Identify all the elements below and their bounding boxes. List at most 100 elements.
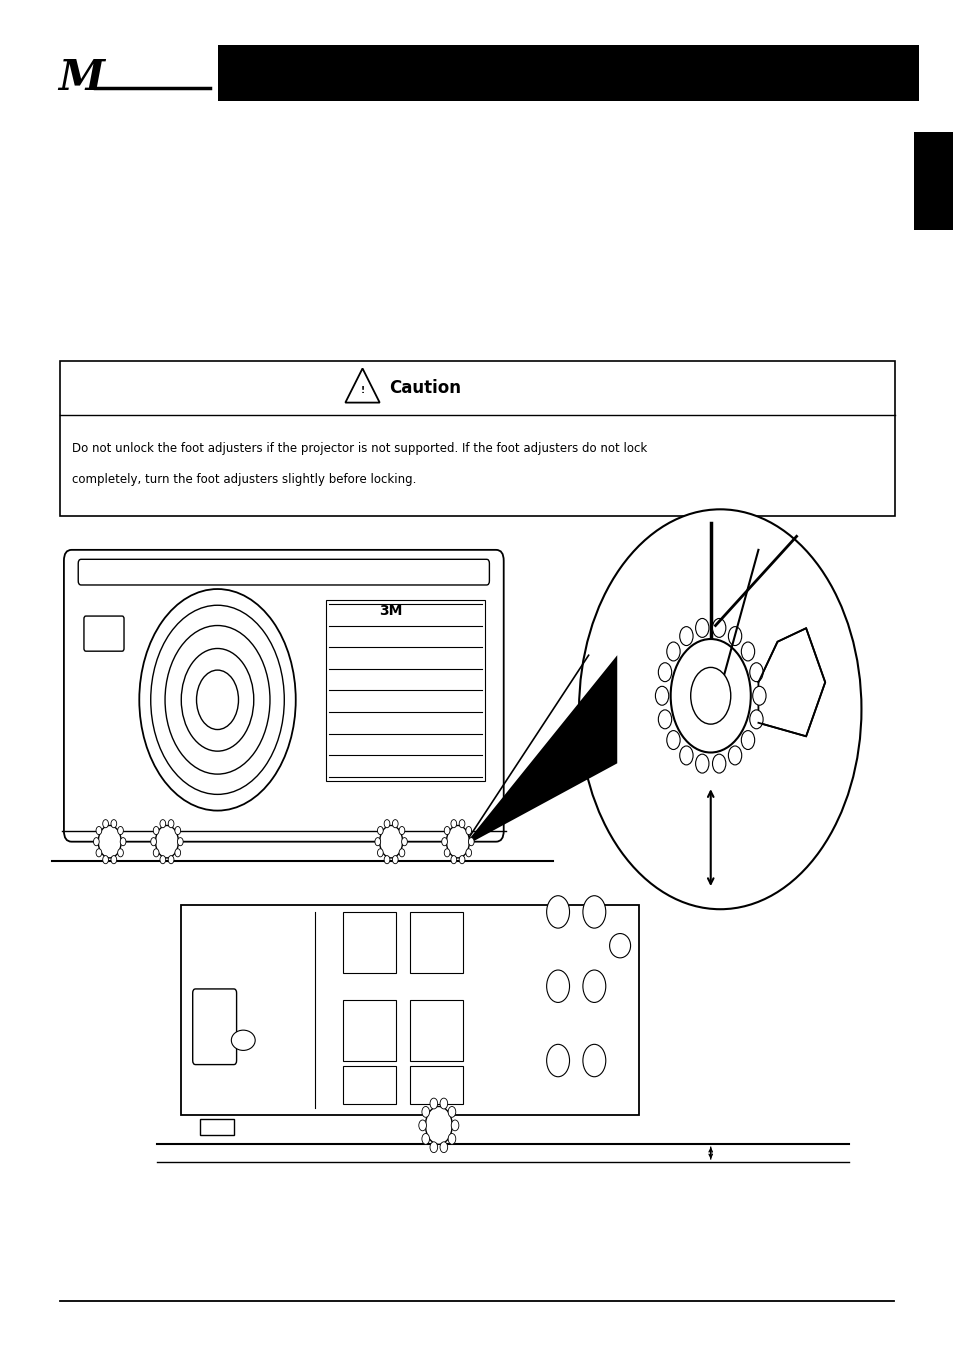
FancyBboxPatch shape [410, 1000, 462, 1061]
Polygon shape [758, 628, 824, 736]
Circle shape [425, 1106, 452, 1144]
Text: M: M [58, 57, 104, 100]
Circle shape [448, 1133, 456, 1144]
Circle shape [174, 827, 180, 835]
Circle shape [658, 663, 671, 682]
Circle shape [120, 838, 126, 846]
Circle shape [98, 825, 121, 858]
Polygon shape [462, 655, 617, 847]
FancyBboxPatch shape [193, 989, 236, 1065]
Circle shape [375, 838, 380, 846]
Circle shape [446, 825, 469, 858]
Circle shape [111, 855, 116, 863]
Circle shape [451, 855, 456, 863]
Text: Caution: Caution [389, 378, 460, 397]
Circle shape [155, 825, 178, 858]
Circle shape [379, 825, 402, 858]
Circle shape [444, 827, 450, 835]
Circle shape [430, 1098, 437, 1109]
FancyBboxPatch shape [410, 912, 462, 973]
Circle shape [666, 731, 679, 750]
Circle shape [752, 686, 765, 705]
Circle shape [582, 1044, 605, 1077]
Ellipse shape [231, 1031, 255, 1051]
Text: Do not unlock the foot adjusters if the projector is not supported. If the foot : Do not unlock the foot adjusters if the … [71, 442, 646, 455]
Circle shape [728, 627, 741, 646]
Circle shape [655, 686, 668, 705]
Circle shape [96, 848, 102, 857]
Circle shape [451, 1120, 458, 1131]
Circle shape [384, 855, 390, 863]
Circle shape [377, 827, 383, 835]
Circle shape [740, 731, 754, 750]
Circle shape [392, 855, 397, 863]
Circle shape [712, 754, 725, 773]
Circle shape [546, 1044, 569, 1077]
Circle shape [392, 820, 397, 828]
Circle shape [398, 827, 404, 835]
FancyBboxPatch shape [410, 1066, 462, 1104]
Circle shape [582, 970, 605, 1002]
Circle shape [384, 820, 390, 828]
Circle shape [444, 848, 450, 857]
Polygon shape [345, 369, 379, 403]
Text: 3M: 3M [379, 604, 402, 617]
Circle shape [174, 848, 180, 857]
FancyBboxPatch shape [84, 616, 124, 651]
FancyBboxPatch shape [343, 1000, 395, 1061]
Circle shape [160, 855, 166, 863]
Circle shape [168, 855, 173, 863]
Circle shape [103, 855, 109, 863]
Circle shape [168, 820, 173, 828]
Circle shape [421, 1106, 429, 1117]
FancyBboxPatch shape [181, 905, 639, 1115]
Circle shape [103, 820, 109, 828]
Circle shape [749, 709, 762, 728]
Circle shape [740, 642, 754, 661]
Circle shape [546, 970, 569, 1002]
Circle shape [441, 838, 447, 846]
Circle shape [712, 619, 725, 638]
Circle shape [468, 838, 474, 846]
Circle shape [177, 838, 183, 846]
Circle shape [153, 827, 159, 835]
Circle shape [448, 1106, 456, 1117]
FancyBboxPatch shape [343, 912, 395, 973]
Circle shape [679, 627, 692, 646]
Circle shape [151, 838, 156, 846]
Circle shape [666, 642, 679, 661]
Circle shape [117, 848, 123, 857]
Circle shape [695, 619, 708, 638]
FancyBboxPatch shape [64, 550, 503, 842]
Circle shape [679, 746, 692, 765]
Circle shape [658, 709, 671, 728]
Circle shape [465, 848, 471, 857]
FancyBboxPatch shape [217, 45, 918, 101]
Circle shape [465, 827, 471, 835]
Circle shape [377, 848, 383, 857]
Circle shape [451, 820, 456, 828]
Circle shape [421, 1133, 429, 1144]
Ellipse shape [578, 509, 861, 909]
Circle shape [728, 746, 741, 765]
Circle shape [153, 848, 159, 857]
Circle shape [160, 820, 166, 828]
Circle shape [749, 663, 762, 682]
Circle shape [458, 820, 464, 828]
Circle shape [670, 639, 750, 753]
Circle shape [398, 848, 404, 857]
Circle shape [439, 1142, 447, 1152]
Circle shape [96, 827, 102, 835]
Circle shape [430, 1142, 437, 1152]
Text: completely, turn the foot adjusters slightly before locking.: completely, turn the foot adjusters slig… [71, 473, 416, 486]
FancyBboxPatch shape [78, 559, 489, 585]
FancyBboxPatch shape [343, 1066, 395, 1104]
FancyBboxPatch shape [60, 361, 894, 516]
Circle shape [439, 1098, 447, 1109]
FancyBboxPatch shape [200, 1119, 233, 1135]
Text: !: ! [360, 386, 364, 394]
Circle shape [418, 1120, 426, 1131]
Ellipse shape [609, 934, 630, 958]
FancyBboxPatch shape [913, 132, 953, 230]
Circle shape [546, 896, 569, 928]
